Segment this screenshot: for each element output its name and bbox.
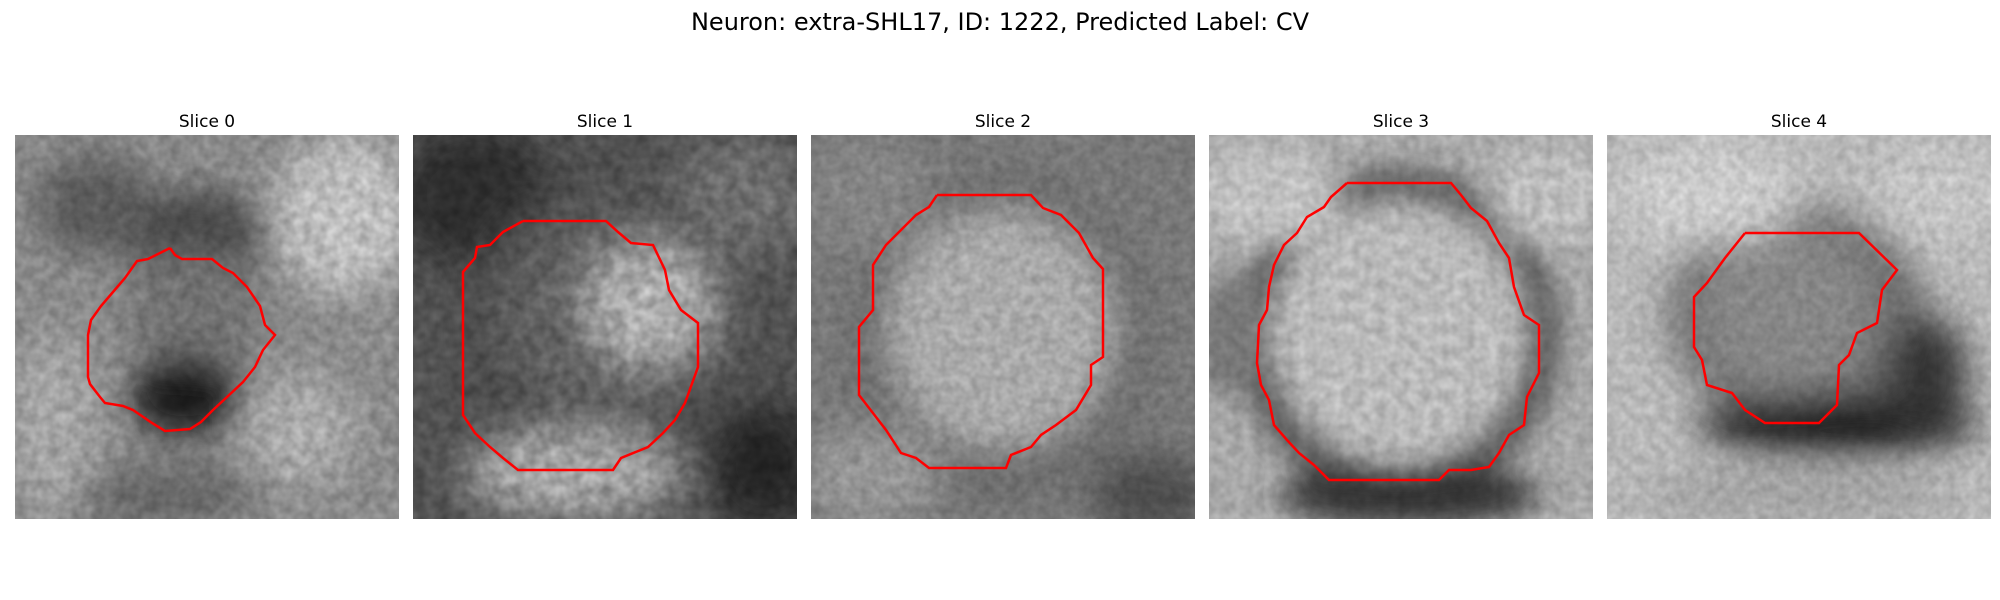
contour-2	[857, 193, 1105, 470]
figure-title: Neuron: extra-SHL17, ID: 1222, Predicted…	[690, 8, 1310, 36]
slice-title-3: Slice 3	[1372, 112, 1430, 132]
slice-image-3	[1209, 135, 1593, 519]
slice-image-1	[413, 135, 797, 519]
slice-image-2	[811, 135, 1195, 519]
contour-0	[86, 246, 277, 433]
contour-4	[1692, 231, 1899, 425]
slice-panel-0: Slice 0	[15, 110, 399, 519]
slice-title-4: Slice 4	[1770, 112, 1828, 132]
slice-image-4	[1607, 135, 1991, 519]
contour-3	[1255, 181, 1541, 482]
slice-panel-4: Slice 4	[1607, 110, 1991, 519]
slice-title-0: Slice 0	[178, 112, 236, 132]
contour-1	[461, 219, 700, 472]
slice-panel-3: Slice 3	[1209, 110, 1593, 519]
slice-panel-1: Slice 1	[413, 110, 797, 519]
slice-title-2: Slice 2	[974, 112, 1032, 132]
slice-title-1: Slice 1	[576, 112, 634, 132]
slice-image-0	[15, 135, 399, 519]
slice-panel-2: Slice 2	[811, 110, 1195, 519]
